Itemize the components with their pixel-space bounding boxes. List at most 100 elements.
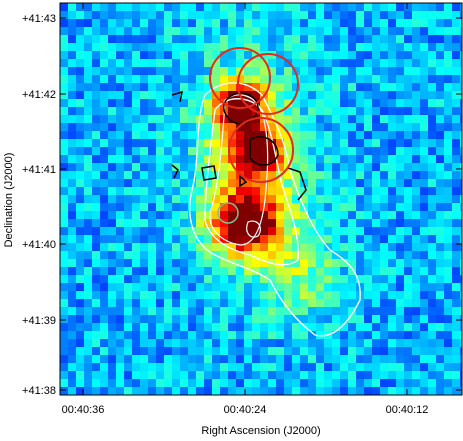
- pixel: [164, 123, 172, 131]
- pixel: [204, 355, 212, 363]
- pixel: [156, 107, 164, 115]
- pixel: [156, 195, 164, 203]
- pixel: [196, 171, 204, 179]
- pixel: [380, 179, 388, 187]
- pixel: [84, 131, 92, 139]
- pixel: [292, 259, 300, 267]
- pixel: [404, 195, 412, 203]
- pixel: [404, 323, 412, 331]
- pixel: [132, 379, 140, 387]
- pixel: [436, 3, 444, 11]
- pixel: [260, 363, 268, 371]
- pixel: [100, 251, 108, 259]
- pixel: [236, 347, 244, 355]
- pixel: [188, 107, 196, 115]
- pixel: [452, 379, 460, 387]
- pixel: [396, 59, 404, 67]
- pixel: [252, 323, 260, 331]
- pixel: [268, 91, 276, 99]
- pixel: [388, 219, 396, 227]
- pixel: [84, 27, 92, 35]
- pixel: [116, 235, 124, 243]
- pixel: [196, 3, 204, 11]
- pixel: [340, 131, 348, 139]
- pixel: [348, 387, 356, 395]
- pixel: [124, 35, 132, 43]
- pixel: [292, 99, 300, 107]
- pixel: [372, 347, 380, 355]
- pixel: [228, 227, 236, 235]
- pixel: [356, 211, 364, 219]
- pixel: [340, 379, 348, 387]
- pixel: [388, 299, 396, 307]
- pixel: [260, 219, 268, 227]
- pixel: [404, 331, 412, 339]
- pixel: [308, 35, 316, 43]
- pixel: [84, 75, 92, 83]
- pixel: [420, 43, 428, 51]
- x-tick-label: 00:40:12: [386, 404, 429, 416]
- pixel: [356, 147, 364, 155]
- pixel: [100, 339, 108, 347]
- pixel: [76, 211, 84, 219]
- pixel: [396, 291, 404, 299]
- pixel: [244, 147, 252, 155]
- pixel: [84, 59, 92, 67]
- pixel: [348, 75, 356, 83]
- pixel: [412, 19, 420, 27]
- pixel: [380, 307, 388, 315]
- pixel: [108, 219, 116, 227]
- pixel: [276, 195, 284, 203]
- pixel: [348, 355, 356, 363]
- pixel: [428, 219, 436, 227]
- pixel: [268, 171, 276, 179]
- pixel: [76, 75, 84, 83]
- pixel: [228, 83, 236, 91]
- pixel: [412, 243, 420, 251]
- pixel: [68, 371, 76, 379]
- pixel: [188, 35, 196, 43]
- pixel: [412, 323, 420, 331]
- pixel: [100, 195, 108, 203]
- pixel: [332, 123, 340, 131]
- pixel: [236, 11, 244, 19]
- pixel: [372, 315, 380, 323]
- pixel: [92, 363, 100, 371]
- pixel: [324, 35, 332, 43]
- pixel: [276, 251, 284, 259]
- pixel: [340, 283, 348, 291]
- pixel: [188, 299, 196, 307]
- pixel: [324, 3, 332, 11]
- pixel: [172, 299, 180, 307]
- pixel: [220, 171, 228, 179]
- pixel: [116, 91, 124, 99]
- pixel: [92, 379, 100, 387]
- pixel: [308, 155, 316, 163]
- pixel: [388, 83, 396, 91]
- pixel: [348, 251, 356, 259]
- pixel: [324, 163, 332, 171]
- pixel: [412, 355, 420, 363]
- pixel: [180, 107, 188, 115]
- pixel: [404, 275, 412, 283]
- pixel: [172, 59, 180, 67]
- pixel: [380, 107, 388, 115]
- pixel: [252, 211, 260, 219]
- pixel: [92, 131, 100, 139]
- pixel: [268, 275, 276, 283]
- pixel: [300, 355, 308, 363]
- pixel: [244, 99, 252, 107]
- pixel: [276, 355, 284, 363]
- pixel: [372, 331, 380, 339]
- pixel: [324, 131, 332, 139]
- pixel: [204, 227, 212, 235]
- pixel: [108, 107, 116, 115]
- pixel: [420, 51, 428, 59]
- pixel: [148, 171, 156, 179]
- pixel: [436, 235, 444, 243]
- pixel: [300, 3, 308, 11]
- pixel: [292, 371, 300, 379]
- pixel: [172, 323, 180, 331]
- pixel: [84, 347, 92, 355]
- pixel: [148, 19, 156, 27]
